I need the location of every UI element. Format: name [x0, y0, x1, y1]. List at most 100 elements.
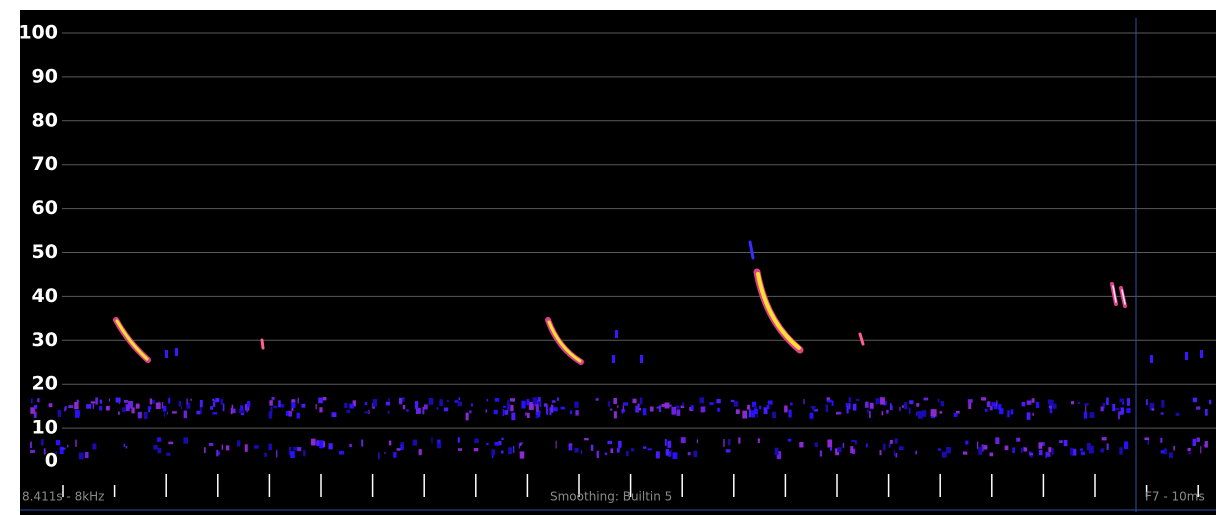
noise-speck [67, 445, 68, 448]
noise-speck [995, 437, 999, 444]
noise-speck [247, 401, 250, 407]
noise-speck [153, 445, 157, 450]
noise-speck [268, 444, 272, 450]
noise-speck [880, 450, 882, 455]
noise-speck [700, 397, 704, 403]
noise-speck [853, 404, 857, 411]
noise-speck [532, 397, 537, 404]
noise-speck [918, 411, 923, 419]
status-left: 8.411s - 8kHz [22, 490, 104, 504]
noise-speck [1200, 350, 1203, 358]
noise-speck [682, 402, 684, 406]
noise-speck [552, 400, 556, 403]
noise-speck [574, 402, 578, 408]
noise-speck [1078, 402, 1081, 404]
noise-speck [890, 440, 893, 444]
noise-speck [1012, 447, 1015, 453]
noise-speck [1107, 443, 1109, 449]
noise-speck [213, 402, 215, 407]
noise-speck [486, 443, 488, 445]
noise-speck [614, 411, 617, 418]
noise-speck [723, 439, 724, 447]
noise-speck [439, 399, 442, 406]
noise-speck [812, 406, 815, 410]
noise-speck [931, 409, 934, 416]
noise-speck [726, 449, 731, 452]
noise-speck [938, 399, 940, 402]
noise-speck [459, 397, 460, 400]
noise-speck [561, 407, 566, 410]
noise-speck [941, 401, 944, 406]
noise-speck [681, 437, 686, 443]
noise-speck [1204, 444, 1205, 446]
noise-speck [458, 448, 462, 451]
noise-speck [323, 441, 325, 447]
noise-speck [1085, 405, 1086, 412]
noise-speck [1029, 453, 1032, 455]
noise-speck [415, 401, 418, 409]
noise-speck [1119, 447, 1122, 454]
noise-speck [1042, 442, 1045, 446]
noise-speck [667, 441, 671, 448]
noise-speck [474, 448, 479, 451]
noise-speck [734, 401, 739, 407]
noise-speck [968, 399, 973, 402]
noise-speck [215, 398, 219, 402]
noise-speck [768, 400, 773, 404]
noise-speck [1101, 407, 1104, 412]
noise-speck [181, 407, 182, 410]
noise-speck [196, 411, 200, 415]
noise-speck [938, 448, 941, 450]
noise-speck [1048, 447, 1051, 452]
noise-speck [581, 450, 582, 453]
noise-speck [904, 402, 907, 409]
noise-speck [890, 403, 892, 410]
noise-speck [297, 447, 301, 451]
noise-speck [520, 443, 521, 446]
noise-speck [106, 406, 110, 411]
noise-speck [424, 404, 428, 409]
noise-speck [503, 409, 504, 416]
noise-speck [501, 450, 503, 453]
noise-speck [474, 438, 478, 443]
noise-speck [623, 402, 628, 405]
noise-speck [1205, 441, 1208, 447]
noise-speck [419, 449, 422, 455]
noise-speck [240, 405, 243, 410]
noise-speck [37, 398, 39, 402]
noise-speck [849, 403, 851, 409]
noise-speck [157, 448, 161, 453]
noise-speck [184, 411, 187, 419]
noise-speck [504, 410, 508, 415]
noise-speck [99, 406, 102, 411]
noise-speck [747, 405, 750, 410]
noise-speck [163, 406, 167, 412]
noise-speck [736, 409, 740, 414]
noise-speck [631, 448, 634, 451]
noise-speck [788, 439, 791, 442]
noise-speck [271, 397, 274, 400]
noise-speck [402, 397, 405, 402]
noise-speck [788, 410, 791, 418]
noise-speck [617, 448, 620, 453]
noise-speck [544, 403, 548, 406]
noise-speck [916, 412, 918, 416]
noise-speck [869, 411, 871, 418]
noise-speck [339, 451, 344, 455]
noise-speck [388, 398, 389, 402]
noise-speck [364, 411, 369, 413]
noise-speck [836, 412, 838, 414]
noise-speck [1126, 408, 1130, 413]
noise-speck [843, 443, 844, 448]
noise-speck [591, 445, 594, 451]
noise-speck [584, 438, 589, 440]
noise-speck [269, 400, 270, 405]
noise-speck [1169, 452, 1173, 458]
noise-speck [1084, 403, 1088, 406]
noise-speck [716, 399, 720, 403]
noise-speck [635, 406, 639, 413]
noise-speck [648, 448, 652, 450]
noise-speck [1090, 412, 1095, 418]
noise-speck [273, 406, 277, 409]
noise-speck [223, 403, 225, 411]
